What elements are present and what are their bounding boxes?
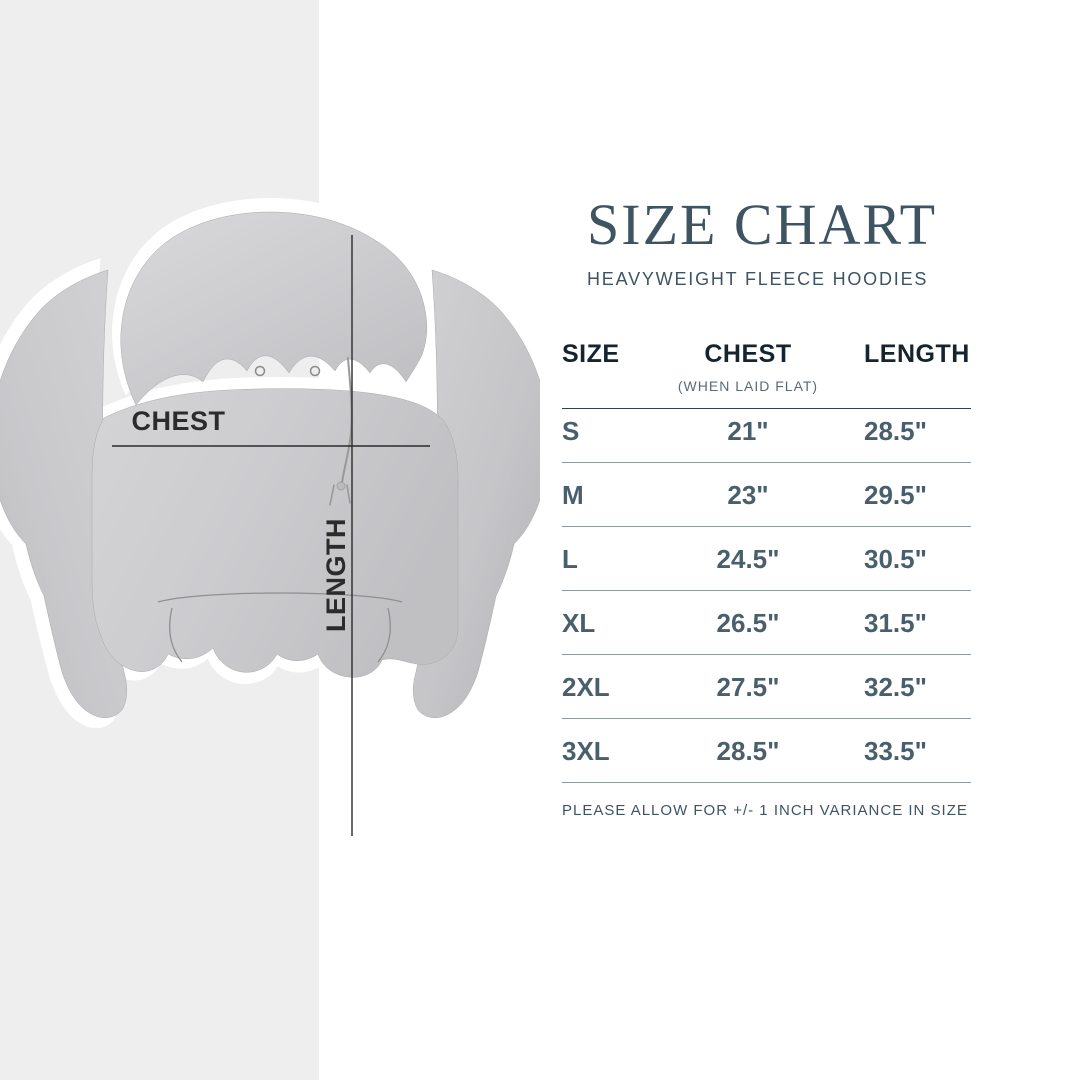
- svg-text:CHEST: CHEST: [132, 406, 226, 436]
- svg-text:LENGTH: LENGTH: [321, 518, 351, 632]
